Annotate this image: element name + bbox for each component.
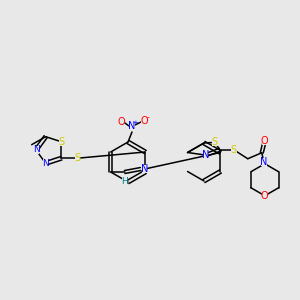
Text: +: + [133,120,138,126]
Bar [75,154,80,162]
Bar [212,138,218,146]
Bar [43,159,48,167]
Text: N: N [42,159,49,168]
Text: S: S [212,137,218,147]
Bar [203,151,208,159]
Bar [58,138,64,146]
Bar [262,192,268,200]
Text: N: N [260,157,268,167]
Text: N: N [128,121,136,131]
Bar [231,146,236,154]
Text: S: S [74,153,80,163]
Text: N: N [141,164,148,174]
Text: S: S [231,145,237,155]
Text: H: H [121,176,128,185]
Text: O: O [117,117,125,127]
Bar [122,177,128,185]
Bar [118,118,124,126]
Text: O: O [261,191,268,201]
Text: S: S [58,137,64,147]
Bar [262,137,268,145]
Bar [141,117,147,125]
Bar [142,165,147,173]
Text: N: N [33,146,39,154]
Text: O: O [261,136,268,146]
Text: N: N [202,150,209,160]
Bar [33,146,39,154]
Bar [261,158,266,166]
Text: O: O [140,116,148,126]
Bar [129,122,135,130]
Text: -: - [147,113,149,122]
